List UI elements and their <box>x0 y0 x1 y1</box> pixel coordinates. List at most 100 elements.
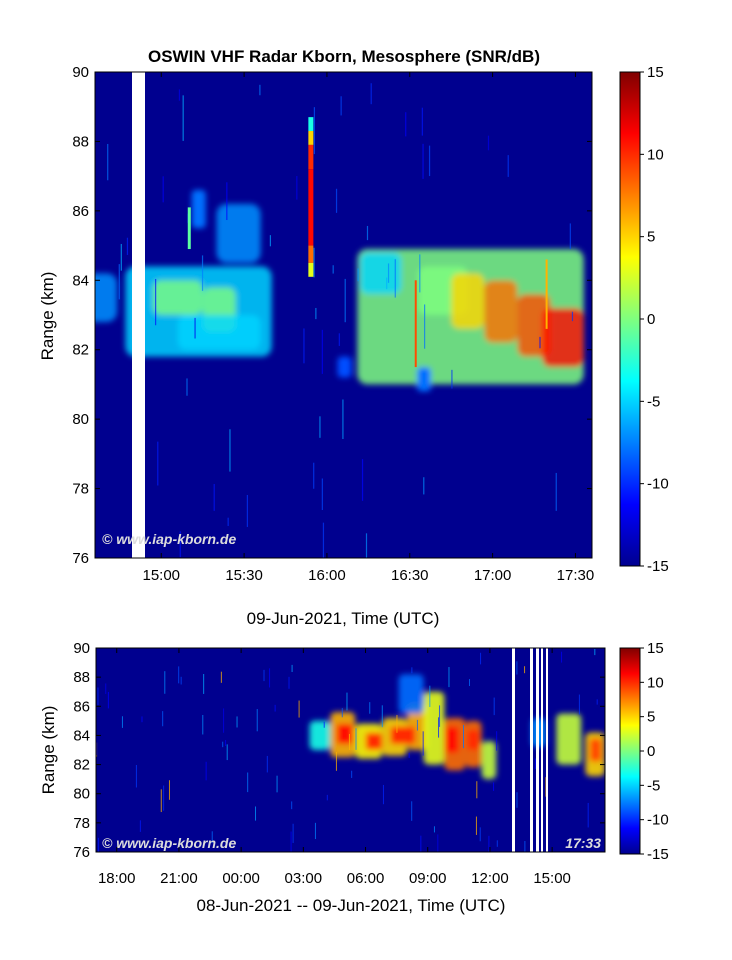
noise-streak <box>587 802 589 828</box>
noise-streak <box>298 700 300 718</box>
noise-streak <box>226 182 228 221</box>
echo-core <box>542 308 584 368</box>
chart-title: OSWIN VHF Radar Kborn, Mesosphere (SNR/d… <box>148 47 540 66</box>
noise-streak <box>163 785 165 811</box>
noise-streak <box>259 84 261 96</box>
noise-streak <box>433 826 435 833</box>
noise-streak <box>342 399 344 439</box>
bottom-data-gap <box>546 648 548 852</box>
noise-streak <box>561 651 563 663</box>
x-tick-label: 06:00 <box>347 870 385 887</box>
echo-patch <box>337 356 352 378</box>
noise-streak <box>225 739 227 747</box>
noise-streak <box>507 155 509 177</box>
echo-patch <box>191 190 206 229</box>
top-plot-frame <box>94 71 593 559</box>
noise-streak <box>160 789 162 813</box>
noise-streak <box>135 764 137 788</box>
noise-streak <box>120 243 122 271</box>
noise-streak <box>381 705 383 728</box>
noise-streak <box>369 702 371 714</box>
noise-streak <box>351 770 353 778</box>
noise-streak <box>365 533 368 558</box>
noise-streak <box>179 531 181 558</box>
noise-streak <box>322 522 325 558</box>
noise-streak <box>269 235 271 247</box>
noise-streak <box>476 781 478 799</box>
colorbar-tick-label: -15 <box>647 558 669 575</box>
noise-streak <box>348 733 350 751</box>
y-tick-label: 80 <box>73 786 90 803</box>
x-tick-label: 12:00 <box>471 870 509 887</box>
echo-core <box>365 732 383 750</box>
noise-streak <box>416 719 418 731</box>
echo-layer <box>423 691 445 765</box>
noise-streak <box>382 784 384 805</box>
noise-streak <box>118 264 120 300</box>
bottom-heatmap <box>96 648 605 852</box>
noise-streak <box>97 837 99 852</box>
colorbar-tick-label: 15 <box>647 64 664 81</box>
bottom-colorbar <box>619 647 641 855</box>
noise-streak <box>107 691 109 709</box>
x-tick-label: 18:00 <box>98 870 136 887</box>
y-tick-label: 86 <box>72 203 89 220</box>
noise-streak <box>107 143 109 181</box>
top-watermark: © www.iap-kborn.de <box>102 531 236 547</box>
noise-streak <box>448 667 450 688</box>
noise-streak <box>202 714 204 735</box>
x-tick-label: 03:00 <box>285 870 323 887</box>
noise-streak <box>105 683 107 694</box>
echo-core <box>152 280 203 315</box>
noise-streak <box>276 775 278 793</box>
noise-streak <box>323 721 325 728</box>
noise-streak <box>315 307 317 320</box>
noise-streak <box>420 835 422 852</box>
noise-streak <box>569 223 571 249</box>
noise-streak <box>545 777 547 797</box>
noise-streak <box>291 664 293 673</box>
y-tick-label: 84 <box>72 272 89 289</box>
colorbar-tick-label: 10 <box>647 674 664 691</box>
noise-streak <box>405 112 407 137</box>
noise-streak <box>346 692 348 711</box>
noise-streak <box>594 648 596 656</box>
noise-streak <box>313 247 315 278</box>
noise-streak <box>321 478 323 510</box>
echo-core <box>589 738 602 762</box>
noise-streak <box>479 827 481 842</box>
noise-streak <box>341 707 343 718</box>
noise-streak <box>524 666 526 674</box>
noise-streak <box>194 317 196 339</box>
noise-streak <box>421 107 423 136</box>
noise-streak <box>335 188 338 213</box>
y-tick-label: 78 <box>73 815 90 832</box>
noise-streak <box>291 801 293 810</box>
noise-streak <box>361 459 364 501</box>
echo-layer <box>309 720 331 750</box>
noise-streak <box>423 477 425 495</box>
echo-core <box>360 252 402 295</box>
noise-streak <box>487 135 490 151</box>
x-tick-label: 17:30 <box>557 567 595 584</box>
noise-streak <box>255 806 257 821</box>
noise-streak <box>222 741 224 748</box>
noise-streak <box>475 816 477 835</box>
y-tick-label: 76 <box>73 844 90 861</box>
noise-streak <box>97 687 99 706</box>
noise-streak <box>168 780 170 800</box>
y-tick-label: 82 <box>73 757 90 774</box>
y-tick-label: 90 <box>73 640 90 657</box>
noise-streak <box>292 823 294 843</box>
noise-streak <box>422 731 424 756</box>
echo-core <box>484 280 518 343</box>
strong-streak <box>308 245 314 263</box>
strong-streak <box>308 131 314 145</box>
colorbar-tick-label: -15 <box>647 846 669 863</box>
noise-streak <box>263 669 265 682</box>
top-heatmap <box>95 72 592 558</box>
colorbar-tick-label: 5 <box>647 229 655 246</box>
y-tick-label: 90 <box>72 64 89 81</box>
top-data-gap <box>132 72 145 558</box>
noise-streak <box>340 96 342 116</box>
